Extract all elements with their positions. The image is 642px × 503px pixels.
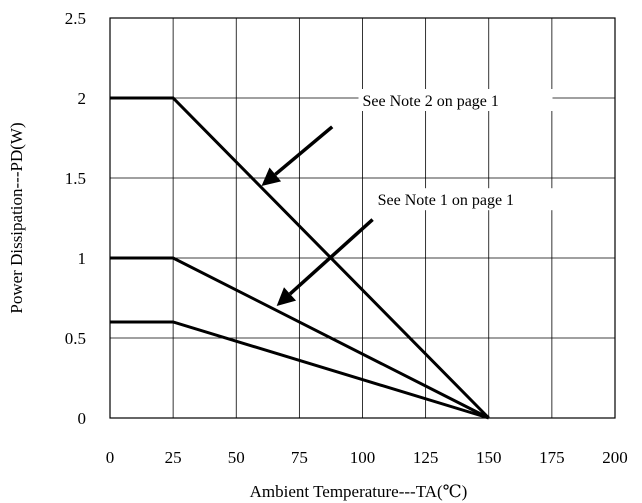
- x-tick-label: 125: [413, 448, 439, 467]
- note-1-arrow-head: [276, 287, 297, 306]
- x-tick-label: 0: [106, 448, 115, 467]
- y-tick-label: 0: [78, 409, 87, 428]
- x-tick-label: 200: [602, 448, 628, 467]
- x-tick-labels: 0 25 50 75 100 125 150 175 200: [106, 448, 628, 467]
- plot-frame: [109, 17, 616, 419]
- note-2-label-bg: [358, 89, 553, 111]
- x-tick-label: 25: [165, 448, 182, 467]
- x-axis-label: Ambient Temperature---TA(℃): [250, 482, 468, 501]
- y-tick-label: 1.5: [65, 169, 86, 188]
- y-tick-label: 1: [78, 249, 87, 268]
- y-tick-label: 0.5: [65, 329, 86, 348]
- note-1-arrow-shaft: [288, 218, 374, 296]
- note-1-label-bg: [373, 188, 568, 211]
- series-line-2: [110, 256, 490, 420]
- note-2-arrow-head: [261, 167, 282, 186]
- series-line-3: [110, 320, 490, 420]
- x-tick-label: 175: [539, 448, 565, 467]
- y-tick-label: 2.5: [65, 9, 86, 28]
- x-tick-label: 100: [350, 448, 376, 467]
- x-tick-label: 75: [291, 448, 308, 467]
- note-1-label: See Note 1 on page 1: [378, 192, 514, 209]
- y-tick-labels: 0 0.5 1 1.5 2 2.5: [65, 9, 86, 428]
- x-tick-label: 50: [228, 448, 245, 467]
- annotations-group: See Note 2 on page 1 See Note 1 on page 1: [261, 89, 568, 306]
- grid: [109, 17, 616, 419]
- note-2-label: See Note 2 on page 1: [363, 93, 499, 110]
- note-2-arrow-shaft: [274, 125, 334, 176]
- y-tick-label: 2: [78, 89, 87, 108]
- x-tick-label: 150: [476, 448, 502, 467]
- y-axis-label: Power Dissipation---PD(W): [7, 122, 26, 313]
- series-group: [110, 96, 490, 420]
- series-line-1: [110, 96, 490, 420]
